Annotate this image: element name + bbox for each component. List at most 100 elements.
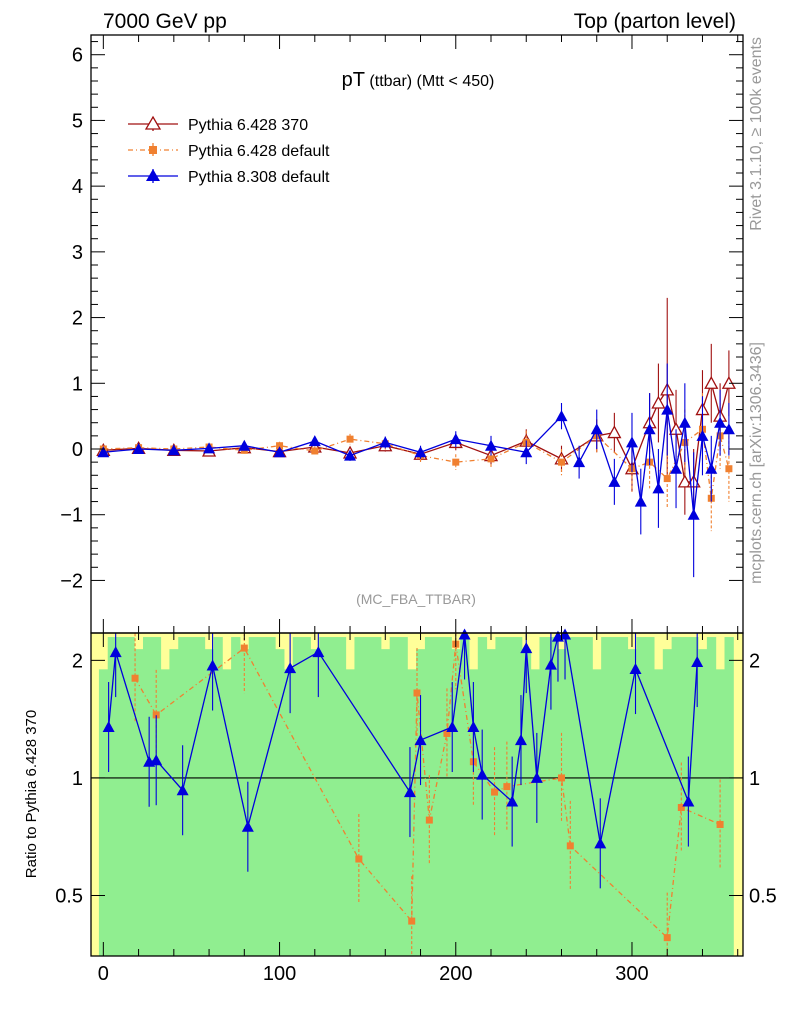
ratio-band-bin <box>724 637 734 956</box>
ratio-point <box>109 646 122 658</box>
ratio-point <box>284 662 297 674</box>
ratio-point <box>241 820 254 832</box>
ratio-point <box>176 784 189 796</box>
ratio-band-bin <box>98 669 109 956</box>
ratio-point <box>425 816 433 824</box>
ratio-point <box>514 734 527 746</box>
ratio-band-bin <box>601 637 611 956</box>
ratio-band-bin <box>248 637 259 956</box>
main-point <box>167 444 180 456</box>
main-point <box>652 482 665 494</box>
header-left: 7000 GeV pp <box>103 10 227 33</box>
ratio-point <box>467 721 480 733</box>
ratio-band-bin <box>239 649 250 956</box>
ratio-point <box>403 786 416 798</box>
plot-title-main: pT <box>342 69 365 91</box>
ratio-band-bin <box>442 637 452 956</box>
ratio-ytick-label-right: 1 <box>749 768 760 790</box>
plot-title: pT (ttbar) (Mtt < 450) <box>342 69 495 91</box>
main-point <box>238 439 251 451</box>
ratio-point <box>408 917 416 925</box>
ratio-band-bin <box>187 637 197 956</box>
ratio-band-bin <box>231 637 241 956</box>
legend-marker-1 <box>144 115 162 130</box>
main-ytick-label: 5 <box>72 110 83 132</box>
main-point <box>696 429 709 441</box>
ratio-xtick-label: 100 <box>263 963 296 985</box>
ratio-point <box>682 795 695 807</box>
main-point <box>651 395 666 409</box>
ratio-point <box>594 837 607 849</box>
ratio-band-bin <box>389 637 399 956</box>
main-point <box>97 446 110 458</box>
ratio-band-bin <box>451 649 461 956</box>
ratio-band-bin <box>125 637 135 956</box>
main-point <box>714 416 727 428</box>
ratio-point <box>414 734 427 746</box>
ratio-point <box>206 659 219 671</box>
main-point <box>704 375 719 389</box>
main-point <box>573 456 586 468</box>
ratio-band-bin <box>416 649 426 956</box>
main-point <box>555 410 568 422</box>
ratio-band-bin <box>407 669 417 956</box>
ratio-band-bin <box>319 637 329 956</box>
main-point <box>705 462 718 474</box>
mcplots-label: mcplots.cern.ch [arXiv:1306.3436] <box>748 342 765 584</box>
ratio-band-bin <box>160 669 170 956</box>
ratio-band-bin <box>116 637 126 956</box>
ratio-point <box>491 788 499 796</box>
ratio-point <box>446 721 459 733</box>
main-point <box>722 423 735 435</box>
header-right: Top (parton level) <box>574 10 736 33</box>
main-point <box>607 425 622 439</box>
ratio-uncertainty-bands <box>91 633 743 956</box>
ratio-band-bin <box>715 669 725 956</box>
ratio-xtick-label: 0 <box>98 963 109 985</box>
ratio-point <box>663 934 671 942</box>
main-point <box>643 423 656 435</box>
ratio-band-bin <box>627 649 637 956</box>
ratio-band-bin <box>609 637 620 956</box>
main-point <box>661 403 674 415</box>
ratio-band-bin <box>557 649 567 956</box>
ratio-band-bin <box>292 637 303 956</box>
main-point <box>203 442 216 454</box>
main-point <box>557 458 565 466</box>
main-point <box>487 455 495 463</box>
ratio-band-bin <box>654 669 664 956</box>
ratio-point <box>413 689 421 697</box>
ratio-band-bin <box>134 649 144 956</box>
main-point <box>520 446 533 458</box>
main-point <box>485 439 498 451</box>
ratio-band-bin <box>275 649 285 956</box>
main-point <box>590 423 603 435</box>
ratio-band-bin <box>301 637 311 956</box>
ratio-band-bin <box>310 649 320 956</box>
ratio-ytick-label-left: 1 <box>72 768 83 790</box>
ratio-point <box>312 646 325 658</box>
ratio-band-bin <box>680 637 690 956</box>
ratio-band-bin <box>583 637 593 956</box>
ratio-band-bin <box>142 637 153 956</box>
ratio-point <box>131 674 139 682</box>
ratio-band-bin <box>504 637 514 956</box>
main-point <box>625 436 638 448</box>
ratio-band-bin <box>460 637 470 956</box>
legend-label-1: Pythia 6.428 370 <box>188 117 308 134</box>
ratio-band-bin <box>354 637 364 956</box>
ratio-point <box>691 656 704 668</box>
main-point <box>414 446 427 458</box>
main-ytick-label: −1 <box>60 505 83 527</box>
main-point <box>678 416 691 428</box>
legend-label-3: Pythia 8.308 default <box>188 169 330 186</box>
main-point <box>608 475 621 487</box>
main-point <box>344 449 357 461</box>
ratio-band-bin <box>257 637 267 956</box>
main-point <box>276 442 284 450</box>
ratio-band-bin <box>662 649 673 956</box>
axis-ticks: −2 −1 0 1 2 3 4 5 6 0.5 0.5 1 1 2 2 0 100 200 300 <box>55 35 777 985</box>
ratio-band-bin <box>213 637 223 956</box>
legend-entry-3: Pythia 8.308 default <box>128 169 330 186</box>
